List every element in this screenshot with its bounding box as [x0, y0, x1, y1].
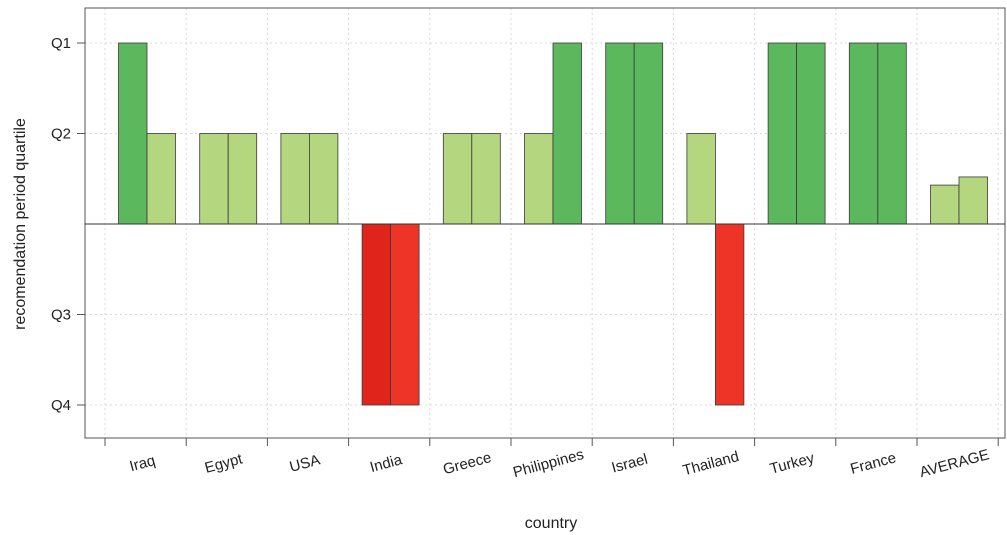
bar-iraq-1 — [118, 42, 148, 225]
bar-israel-1 — [605, 42, 635, 225]
x-tick-label: France — [848, 449, 897, 478]
bar-turkey-1 — [767, 42, 797, 225]
y-axis-label: recomendation period quartile — [12, 118, 29, 330]
x-tick-label: India — [368, 451, 404, 476]
x-tick-label: Philippines — [511, 446, 585, 481]
plot-frame — [84, 7, 1006, 439]
x-tick-label: Iraq — [128, 452, 157, 475]
bar-average-2 — [958, 176, 988, 225]
y-tick-label: Q1 — [51, 35, 71, 52]
bar-turkey-2 — [796, 42, 826, 225]
x-tick-label: Egypt — [203, 450, 245, 477]
x-tick-label: AVERAGE — [918, 446, 991, 481]
x-tick-label: Thailand — [681, 448, 741, 479]
bar-philippines-1 — [524, 133, 554, 225]
bar-philippines-2 — [552, 42, 582, 225]
y-tick-label: Q3 — [51, 307, 71, 324]
y-tick-label: Q2 — [51, 126, 71, 143]
x-tick-label: Israel — [610, 451, 650, 477]
axes-layer — [84, 7, 1006, 439]
x-tick-label: Greece — [441, 449, 493, 478]
x-tick-label: Turkey — [768, 449, 817, 477]
bar-thailand-2 — [715, 223, 745, 406]
bar-thailand-1 — [686, 133, 716, 225]
bar-egypt-2 — [227, 133, 258, 225]
bar-france-1 — [848, 42, 879, 225]
bar-greece-2 — [471, 133, 501, 225]
y-axis: Q1 Q2 Q3 Q4 — [51, 35, 85, 414]
bar-israel-2 — [633, 42, 664, 225]
bar-greece-1 — [442, 133, 473, 225]
bar-usa-2 — [308, 133, 339, 225]
x-tick-label: USA — [288, 451, 322, 475]
bar-india-1 — [361, 223, 392, 406]
bar-usa-1 — [280, 133, 310, 225]
bars-layer — [118, 42, 988, 406]
bar-iraq-2 — [146, 133, 176, 225]
y-tick-label: Q4 — [51, 397, 71, 414]
bar-france-2 — [877, 42, 907, 225]
x-axis: Iraq Egypt USA India Greece Philippines Israel… — [104, 438, 999, 481]
x-axis-label: country — [525, 515, 577, 532]
bar-india-2 — [390, 223, 420, 406]
bar-egypt-1 — [199, 133, 229, 225]
bar-average-1 — [930, 184, 960, 225]
